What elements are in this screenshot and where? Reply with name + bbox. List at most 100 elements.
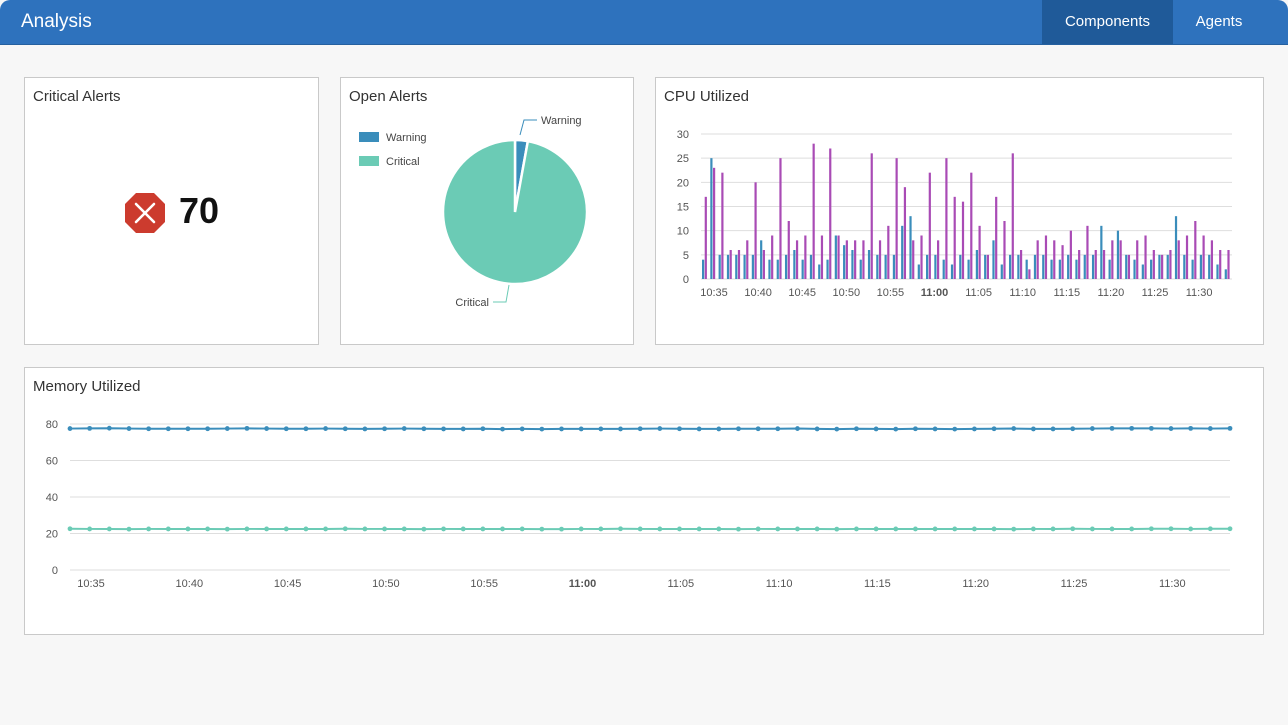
cpu-bar [726,254,730,279]
memory-point [814,426,820,432]
x-tick-label: 11:15 [864,578,891,590]
tab-components[interactable]: Components [1042,0,1173,44]
cpu-bar [1210,240,1214,279]
memory-point [637,426,643,432]
cpu-bar [776,259,779,279]
memory-point [952,426,958,432]
memory-point [578,526,584,532]
cpu-bar [961,201,965,279]
x-tick-label: 11:25 [1061,578,1088,590]
memory-point [677,426,682,432]
cpu-bar [804,235,807,279]
y-tick-label: 20 [46,529,58,541]
memory-point [972,426,977,432]
cpu-bar [1202,235,1205,279]
memory-point [1148,425,1154,431]
cpu-bar [1194,221,1197,279]
cpu-bar [746,240,749,279]
memory-point [362,426,368,432]
memory-point [972,526,977,532]
cpu-bar [1219,250,1222,279]
cpu-bar [975,250,978,279]
memory-point [913,526,918,532]
cpu-utilized-title: CPU Utilized [664,88,750,105]
memory-point [1129,425,1135,431]
cpu-bar [1169,250,1172,279]
memory-point [755,526,761,532]
cpu-bar [978,225,981,279]
x-tick-label: 11:05 [667,578,694,590]
memory-point [1030,426,1036,432]
memory-utilized-title: Memory Utilized [33,378,141,395]
memory-point [696,426,702,432]
memory-point [460,526,466,532]
memory-point [1070,426,1076,432]
memory-point [401,426,407,431]
cpu-bar [735,254,738,279]
cpu-bar [1125,254,1128,279]
y-tick-label: 30 [677,129,689,141]
cpu-bar [1083,254,1086,279]
cpu-bar [937,240,940,279]
cpu-bar [917,264,920,279]
x-tick-label: 11:25 [1142,287,1169,299]
memory-point [991,526,997,532]
x-tick-label: 11:20 [962,578,989,590]
memory-point [421,526,427,532]
cpu-bar [1033,254,1037,279]
memory-utilized-panel: Memory Utilized 0 20 40 60 80 10:35 10:40 10:45… [24,367,1264,635]
memory-point [1168,426,1174,431]
cpu-bar [920,235,923,279]
memory-point [932,526,938,532]
cpu-bar [1000,264,1003,279]
memory-point [618,526,623,532]
memory-point [991,426,997,432]
y-tick-label: 5 [683,250,689,262]
callout-label-warning: Warning [541,115,582,127]
cpu-bar [710,158,713,279]
memory-point [578,426,584,432]
memory-point [893,526,899,532]
memory-point [1089,426,1095,431]
cpu-bar [754,182,757,279]
cpu-bar [892,254,896,279]
memory-point [165,526,171,532]
memory-point [559,526,564,532]
critical-alerts-panel: Critical Alerts 70 [24,77,319,345]
memory-point [677,526,682,532]
y-tick-label: 80 [46,419,58,431]
critical-alerts-count: 70 [179,190,220,231]
cpu-bar [1036,240,1039,279]
cpu-bar [1136,240,1139,279]
cpu-bar [712,167,716,279]
cpu-bar [829,148,832,279]
cpu-bar [1152,250,1155,279]
cpu-bar [903,187,907,279]
cpu-bar [884,254,887,279]
y-tick-label: 25 [677,153,689,165]
cpu-bar [1174,216,1178,279]
memory-point [1030,526,1036,532]
memory-point [87,526,93,532]
y-tick-label: 15 [677,202,689,214]
memory-point [755,426,761,432]
memory-point [441,426,446,432]
cpu-bar [1208,254,1211,279]
cpu-bar [1019,250,1023,279]
cpu-bar [1017,254,1020,279]
top-bar: Analysis Components Agents [0,0,1288,45]
callout-line-critical [493,284,510,303]
x-tick-label: 11:15 [1053,287,1080,299]
memory-point [362,526,368,532]
y-tick-label: 40 [46,492,58,504]
cpu-bar [926,254,929,279]
memory-point [1011,426,1017,431]
memory-point [106,425,112,431]
memory-point [500,426,505,432]
memory-point [283,426,289,432]
memory-point [1188,526,1194,532]
tab-agents[interactable]: Agents [1195,13,1243,30]
memory-point [657,426,663,431]
memory-point [1109,425,1115,431]
cpu-bar [1116,230,1120,279]
